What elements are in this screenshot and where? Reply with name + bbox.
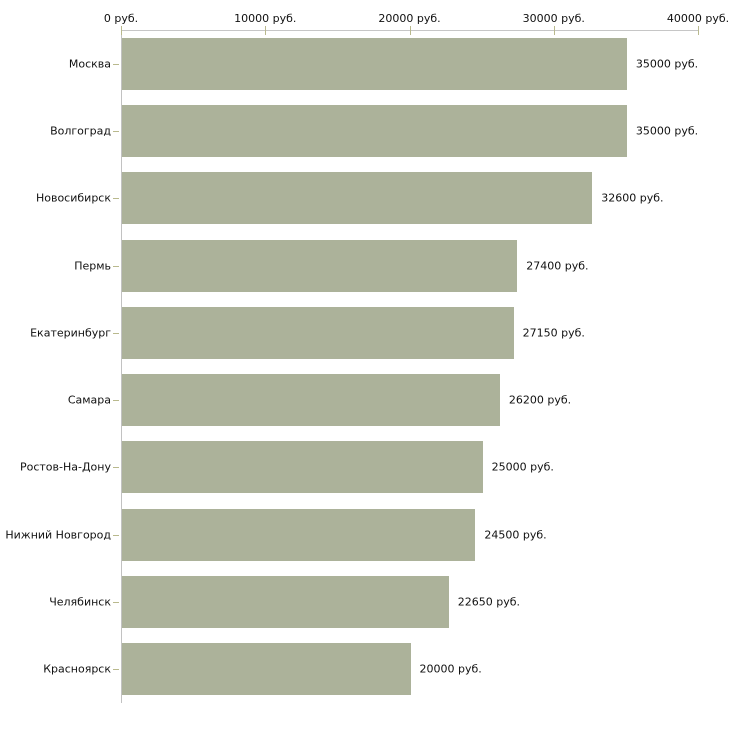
category-label: Екатеринбург [30, 326, 111, 340]
bar-row: Москва 35000 руб. [0, 30, 730, 97]
y-axis-tick [113, 669, 119, 671]
x-axis-tick [409, 26, 411, 35]
bar [122, 306, 514, 359]
bar [122, 239, 518, 292]
y-axis-tick [113, 400, 119, 402]
category-label: Челябинск [49, 595, 111, 609]
bar-row: Ростов-На-Дону 25000 руб. [0, 434, 730, 501]
bar [122, 172, 593, 225]
bar [122, 374, 500, 427]
y-axis-tick [113, 602, 119, 604]
bar-row: Нижний Новгород 24500 руб. [0, 501, 730, 568]
bar-row: Пермь 27400 руб. [0, 232, 730, 299]
category-label: Нижний Новгород [5, 528, 111, 542]
bar-row: Самара 26200 руб. [0, 367, 730, 434]
y-axis-tick [113, 130, 119, 132]
x-axis-tick-label: 20000 руб. [378, 12, 441, 25]
category-label: Ростов-На-Дону [19, 460, 111, 474]
x-axis-tick-label: 40000 руб. [666, 12, 730, 25]
category-label: Самара [67, 393, 111, 407]
bar-row: Екатеринбург 27150 руб. [0, 299, 730, 366]
value-label: 27400 руб. [526, 259, 589, 273]
bar [122, 441, 483, 494]
value-label: 25000 руб. [491, 460, 554, 474]
y-axis-tick [113, 265, 119, 267]
bar [122, 643, 411, 696]
bar-row: Челябинск 22650 руб. [0, 568, 730, 635]
x-axis-tick [265, 26, 267, 35]
x-axis-tick-label: 0 руб. [103, 12, 139, 25]
value-label: 35000 руб. [635, 124, 699, 138]
category-label: Москва [68, 57, 111, 71]
value-label: 32600 руб. [601, 191, 664, 205]
bar-row: Волгоград 35000 руб. [0, 97, 730, 164]
category-label: Пермь [74, 259, 111, 273]
value-label: 35000 руб. [635, 57, 699, 71]
value-label: 22650 руб. [457, 595, 520, 609]
value-label: 26200 руб. [508, 393, 572, 407]
x-axis-tick-label: 10000 руб. [234, 12, 297, 25]
bar [122, 104, 627, 157]
value-label: 24500 руб. [484, 528, 547, 542]
y-axis-tick [113, 332, 119, 334]
value-label: 27150 руб. [522, 326, 585, 340]
value-label: 20000 руб. [419, 662, 482, 676]
bar-row: Красноярск 20000 руб. [0, 636, 730, 703]
bar-row: Новосибирск 32600 руб. [0, 165, 730, 232]
y-axis-tick [113, 534, 119, 536]
bar [122, 508, 476, 561]
y-axis-tick [113, 467, 119, 469]
category-label: Новосибирск [35, 191, 111, 205]
category-label: Волгоград [50, 124, 111, 138]
y-axis-line [121, 30, 122, 703]
bar [122, 576, 449, 629]
y-axis-tick [113, 63, 119, 65]
category-label: Красноярск [43, 662, 111, 676]
x-axis-tick [698, 26, 699, 35]
x-axis-tick [553, 26, 555, 35]
x-axis-tick [121, 26, 122, 35]
y-axis-tick [113, 198, 119, 200]
x-axis-tick-label: 30000 руб. [522, 12, 585, 25]
bar [122, 37, 627, 90]
